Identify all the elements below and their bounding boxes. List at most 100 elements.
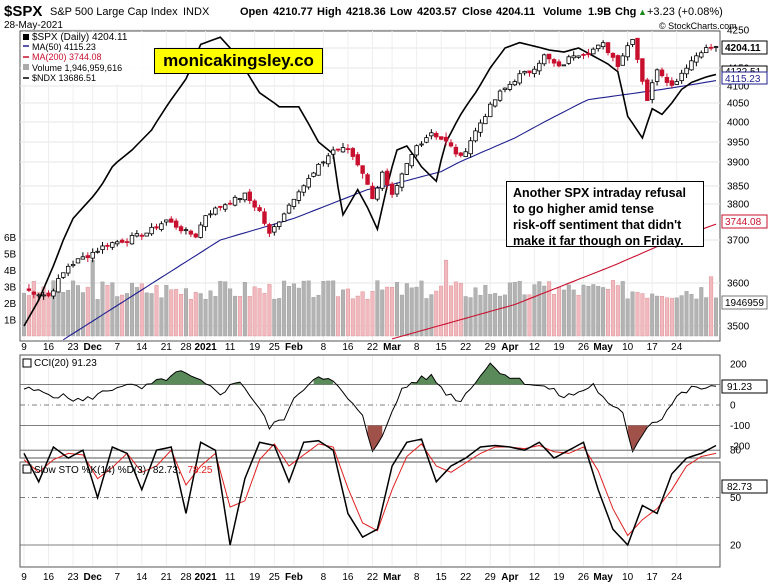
candle-body [463,151,468,157]
volume-axis: 1B 2B 3B 4B 5B 6B [4,233,17,327]
volume-bar [61,292,66,337]
volume-bar [301,280,306,337]
chg-label: Chg [615,6,636,18]
date-tick-label: 23 [68,572,80,583]
candle-body [119,239,125,243]
candle-body [370,185,375,200]
volume-tick-label: 4B [4,266,17,277]
date-tick-label: Mar [383,572,401,583]
volume-bars [22,259,719,337]
volume-bar [193,291,198,337]
candle-body [649,82,655,100]
price-tick-label: 4250 [727,26,750,37]
chart-symbol: $SPX [4,3,42,20]
candle-body [556,61,562,67]
candle-body [169,218,174,223]
annotation-line-3: risk-off sentiment that didn't [513,218,682,232]
date-tick-label: 8 [321,342,327,353]
candle-body [335,148,341,151]
date-axis-middle: 9 16 23 Dec 7 14 21 28 2021 11 19 25 Feb 8 16 22 Mar 8 15 2… [21,342,683,353]
candle-body [699,52,704,58]
volume-bar [247,296,252,337]
date-tick-label: 16 [342,572,354,583]
date-tick-label: 12 [529,572,541,583]
volume-bar [424,298,429,337]
close-tag: 4204.11 [725,43,761,54]
volume-bar [66,289,71,337]
volume-bar [355,295,360,337]
candle-body [684,67,689,75]
candle-body [679,72,684,82]
candle-body [188,230,194,235]
volume-bar [704,297,709,337]
candle-body [591,48,596,55]
volume-bar [694,298,699,337]
volume-bar [532,284,537,337]
date-tick-label: 14 [136,342,148,353]
date-tick-label: 11 [225,572,236,583]
candle-body [502,87,508,90]
volume-bar [120,294,125,337]
candle-body [178,226,184,232]
candle-body [458,152,463,156]
high-label: High [317,6,342,18]
volume-bar [277,298,282,337]
candle-body [424,137,429,143]
candle-body [36,294,41,297]
date-axis-bottom: 9 16 23 Dec 7 14 21 28 2021 11 19 25 Feb 8 16 22 Mar 8 15 2… [21,572,683,583]
candle-body [154,226,159,229]
date-tick-label: Mar [383,342,401,353]
volume-value: 1.9B [588,6,611,18]
volume-bar [606,289,611,337]
volume-bar [75,285,80,337]
volume-bar [287,286,292,337]
date-tick-label: 10 [622,572,634,583]
candle-body [546,53,552,60]
price-tick-label: 3700 [727,236,750,247]
date-tick-label: 19 [553,572,565,583]
candle-body [198,224,203,238]
volume-bar [85,286,90,337]
candle-body [645,79,650,101]
volume-bar [414,286,419,337]
volume-bar [257,288,262,337]
candle-body [183,229,189,232]
ma50-line [62,80,717,341]
volume-bar [625,298,630,337]
volume-bar [699,287,704,337]
ma200-tag-box [721,214,768,229]
date-tick-label: 19 [249,572,261,583]
date-tick-label: 16 [342,342,354,353]
volume-bar [228,288,233,337]
volume-bar [399,294,404,337]
candle-body [26,288,32,291]
candle-body [507,83,513,90]
volume-tick-label: 1B [4,316,17,327]
chart-name: S&P 500 Large Cap Index [50,6,178,18]
volume-bar [434,290,439,337]
cci-line [23,362,717,454]
volume-bar [183,288,188,337]
candle-body [257,207,262,212]
volume-tick-label: 3B [4,283,17,294]
volume-bar [385,286,390,337]
annotation-line-4: make it far though on Friday. [513,234,684,248]
volume-bar [296,287,301,337]
candle-body [262,211,267,224]
candle-body [394,185,400,195]
volume-bar [51,280,56,337]
price-tick-label: 3900 [727,158,750,169]
volume-bar [552,293,557,337]
candle-body [360,165,365,174]
date-tick-label: 8 [321,572,327,583]
cci-indicator: 2001000-100-200 [20,360,750,454]
chart-date: 28-May-2021 [4,20,63,31]
candle-body [542,54,547,65]
candle-body [522,71,527,74]
candle-body [566,56,571,64]
volume-bar [566,284,571,337]
volume-bar [684,291,689,337]
candle-body [65,265,71,274]
candle-body [576,55,581,58]
candle-body [90,251,95,259]
